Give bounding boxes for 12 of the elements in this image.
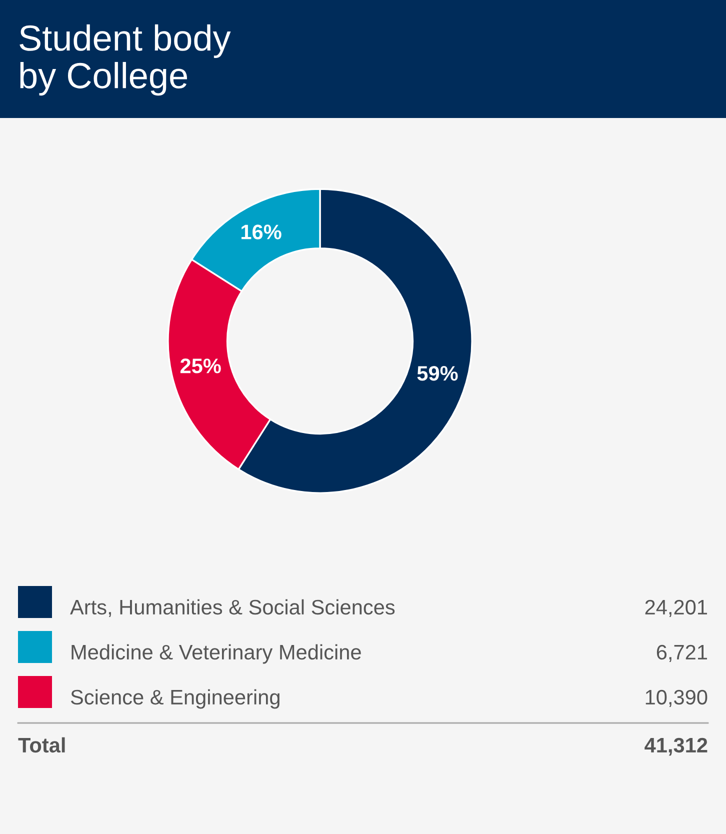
text: 24,201 bbox=[645, 600, 707, 618]
legend-label: Arts, Humanities & Social Sciences bbox=[70, 599, 395, 618]
text: 10,390 bbox=[646, 690, 708, 708]
text: 6,721 bbox=[656, 644, 707, 662]
data-label: 16% bbox=[242, 224, 282, 240]
text: 41,312 bbox=[644, 738, 708, 756]
data-label: 59% bbox=[417, 366, 458, 381]
data-label: 25% bbox=[180, 358, 221, 374]
chart-title: Student body by College bbox=[20, 24, 231, 96]
text: Total bbox=[18, 737, 65, 753]
legend-label: Science & Engineering bbox=[70, 689, 280, 709]
legend-label: Medicine & Veterinary Medicine bbox=[72, 644, 361, 664]
